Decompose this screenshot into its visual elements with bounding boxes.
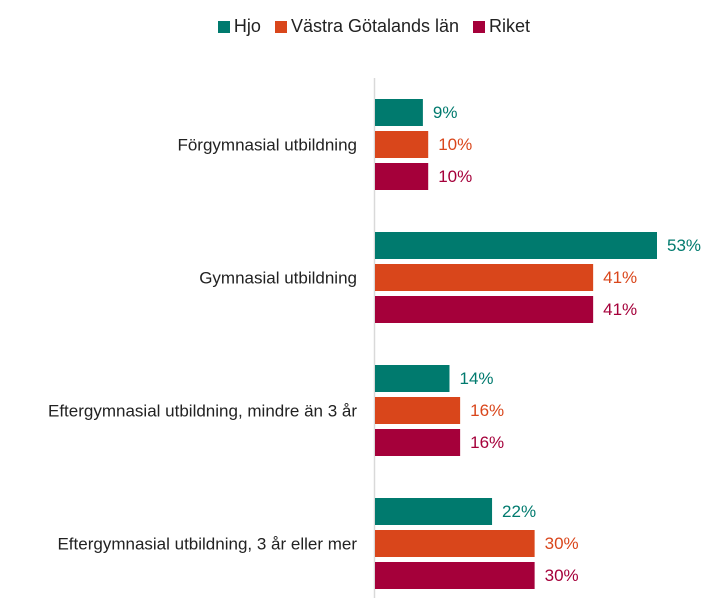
category-label: Eftergymnasial utbildning, mindre än 3 å… (48, 401, 357, 420)
data-label: 16% (470, 401, 504, 420)
bar (375, 163, 429, 190)
data-label: 41% (603, 268, 637, 287)
data-label: 53% (667, 236, 701, 255)
legend-swatch (217, 20, 230, 33)
legend-label: Västra Götalands län (290, 16, 460, 36)
category-label-box: Förgymnasial utbildning (5, 133, 357, 156)
data-label: 14% (459, 369, 493, 388)
category-label: Gymnasial utbildning (199, 268, 357, 287)
data-label: 22% (502, 502, 536, 521)
bar (375, 530, 535, 557)
category-label-box: Eftergymnasial utbildning, 3 år eller me… (5, 532, 357, 555)
data-label: 10% (438, 167, 472, 186)
category-label: Förgymnasial utbildning (177, 135, 357, 154)
bar (375, 296, 594, 323)
bar (375, 264, 594, 291)
data-label: 9% (433, 103, 458, 122)
bar (375, 232, 657, 259)
legend: Hjo Västra Götalands län Riket (0, 16, 715, 37)
bar (375, 397, 461, 424)
legend-label: Riket (489, 16, 531, 36)
category-label-box: Eftergymnasial utbildning, mindre än 3 å… (5, 399, 357, 422)
legend-swatch (274, 20, 287, 33)
category-label: Eftergymnasial utbildning, 3 år eller me… (57, 534, 357, 553)
data-label: 16% (470, 433, 504, 452)
bar (375, 99, 423, 126)
data-label: 30% (545, 566, 579, 585)
legend-item: Västra Götalands län (274, 16, 460, 37)
legend-label: Hjo (233, 16, 261, 36)
category-label-box: Gymnasial utbildning (5, 266, 357, 289)
data-label: 30% (545, 534, 579, 553)
bar (375, 131, 429, 158)
bar (375, 498, 493, 525)
legend-swatch (473, 20, 486, 33)
legend-item: Hjo (217, 16, 261, 37)
data-label: 10% (438, 135, 472, 154)
legend-item: Riket (473, 16, 530, 37)
bar (375, 365, 450, 392)
data-label: 41% (603, 300, 637, 319)
bar (375, 429, 461, 456)
bar (375, 562, 535, 589)
